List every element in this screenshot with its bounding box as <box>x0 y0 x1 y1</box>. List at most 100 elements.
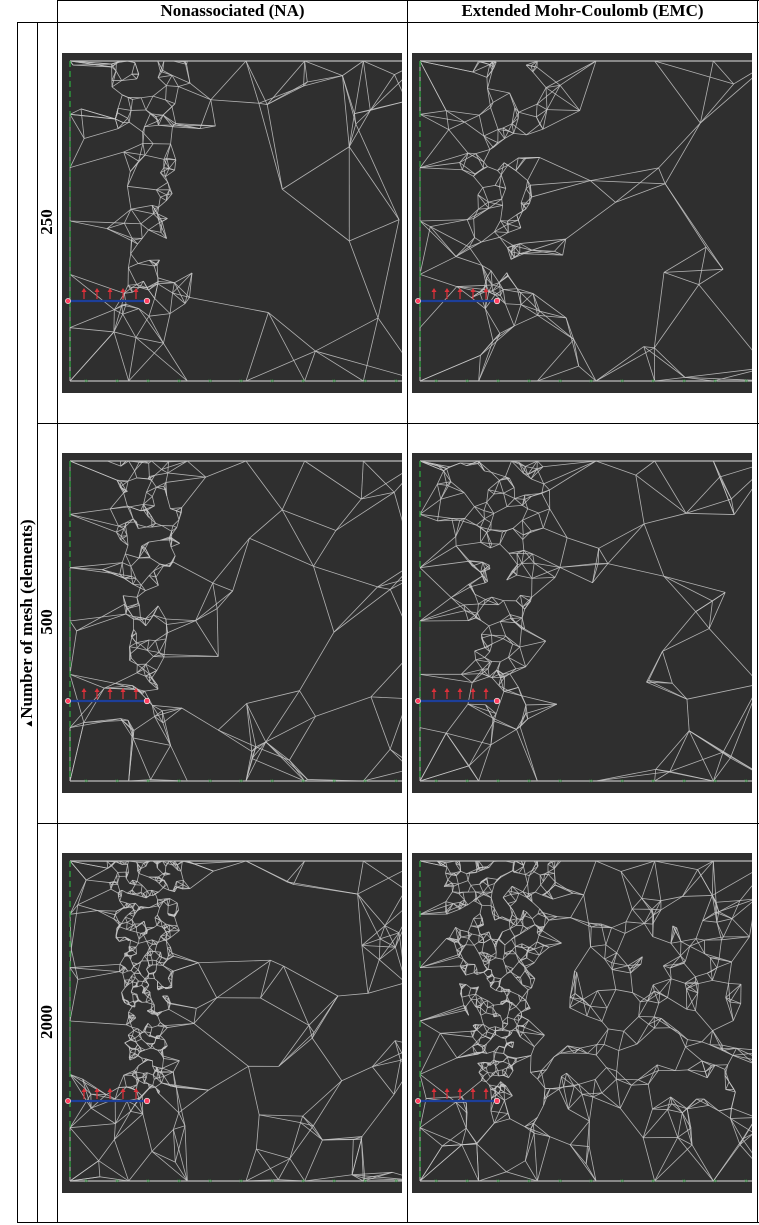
mesh-edge <box>595 1044 598 1055</box>
mesh-edge <box>531 563 535 579</box>
mesh-edge <box>419 727 447 734</box>
mesh-edge <box>546 85 561 110</box>
mesh-edge <box>513 1018 520 1021</box>
mesh-edge <box>525 460 538 467</box>
mesh-edge <box>153 654 165 657</box>
mesh-edge <box>714 1064 726 1070</box>
mesh-edge <box>315 350 364 382</box>
mesh-edge <box>730 757 752 771</box>
mesh-edge <box>543 527 568 539</box>
mesh-edge <box>509 928 515 937</box>
mesh-edge <box>135 337 188 382</box>
mesh-edge <box>138 939 140 944</box>
mesh-edge <box>663 246 707 273</box>
mesh-edge <box>539 310 567 319</box>
mesh-edge <box>163 343 188 382</box>
mesh-edge <box>114 914 119 922</box>
mesh-edge <box>308 995 339 1026</box>
mesh-svg: »»»»»»»»»»» <box>415 60 752 385</box>
mesh-edge <box>116 479 129 482</box>
mesh-edge <box>503 289 521 293</box>
mesh-edge <box>565 317 580 367</box>
mesh-edge <box>120 539 129 546</box>
mesh-edge <box>69 1093 92 1128</box>
mesh-edge <box>476 1029 483 1036</box>
mesh-edge <box>97 910 117 912</box>
mesh-edge <box>695 592 726 612</box>
mesh-edge <box>736 1047 752 1063</box>
mesh-edge <box>519 997 523 1002</box>
mesh-edge <box>532 869 535 873</box>
mesh-edge <box>212 537 250 584</box>
mesh-edge <box>132 981 137 984</box>
mesh-edge <box>473 218 476 238</box>
mesh-edge <box>475 994 478 1000</box>
mesh-edge <box>521 563 533 579</box>
mesh-edge <box>685 1046 703 1062</box>
mesh-edge <box>484 581 488 584</box>
mesh-edge <box>491 634 504 640</box>
mesh-edge <box>151 522 156 528</box>
mesh-edge <box>534 562 560 568</box>
mesh-edge <box>304 1174 353 1182</box>
mesh-edge <box>480 562 484 573</box>
mesh-edge <box>144 1031 150 1037</box>
mesh-edge <box>455 926 461 931</box>
mesh-edge <box>349 219 400 242</box>
mesh-edge <box>126 889 133 894</box>
mesh-edge <box>165 923 170 926</box>
mesh-edge <box>594 1079 603 1094</box>
load-arrow-head-icon <box>94 288 100 292</box>
mesh-edge <box>513 245 521 254</box>
mesh-edge <box>128 730 133 782</box>
mesh-edge <box>312 1080 343 1127</box>
fixity-mark-icon: » <box>363 1177 367 1185</box>
mesh-edge <box>363 460 395 493</box>
mesh-edge <box>509 614 523 619</box>
mesh-edge <box>131 636 137 644</box>
mesh-edge <box>490 729 517 746</box>
mesh-edge <box>506 272 509 277</box>
mesh-edge <box>467 703 486 706</box>
mesh-edge <box>304 460 362 500</box>
mesh-edge <box>165 940 171 948</box>
mesh-edge <box>141 955 145 962</box>
fixity-mark-icon: » <box>496 777 500 785</box>
mesh-edge <box>606 1067 617 1072</box>
mesh-edge <box>507 275 518 290</box>
mesh-edge <box>477 1038 481 1045</box>
mesh-edge <box>143 668 150 675</box>
mesh-edge <box>138 873 149 878</box>
mesh-edge <box>497 1069 503 1071</box>
mesh-edge <box>154 914 158 918</box>
mesh-edge <box>170 947 173 954</box>
mesh-edge <box>529 871 535 876</box>
mesh-edge <box>152 704 182 709</box>
mesh-edge <box>507 220 509 233</box>
mesh-edge <box>500 657 509 663</box>
mesh-edge <box>389 714 402 750</box>
mesh-edge <box>476 997 482 1000</box>
fixity-mark-icon: » <box>434 377 438 385</box>
mesh-lines <box>419 60 752 382</box>
mesh-edge <box>141 1087 150 1097</box>
mesh-edge <box>77 904 98 911</box>
mesh-edge <box>446 466 451 469</box>
mesh-edge <box>136 1065 139 1073</box>
mesh-edge <box>509 900 517 907</box>
mesh-edge <box>348 240 379 319</box>
mesh-edge <box>521 989 529 998</box>
mesh-edge <box>476 866 484 870</box>
mesh-edge <box>419 604 464 622</box>
mesh-edge <box>153 563 161 572</box>
mesh-edge <box>463 492 475 507</box>
mesh-edge <box>362 60 371 111</box>
mesh-edge <box>169 292 173 314</box>
mesh-edge <box>459 152 469 163</box>
mesh-edge <box>151 205 158 214</box>
fixity-mark-icon: » <box>146 777 150 785</box>
mesh-edge <box>500 162 505 175</box>
mesh-edge <box>162 106 173 116</box>
mesh-edge <box>740 898 752 901</box>
mesh-edge <box>479 462 492 473</box>
